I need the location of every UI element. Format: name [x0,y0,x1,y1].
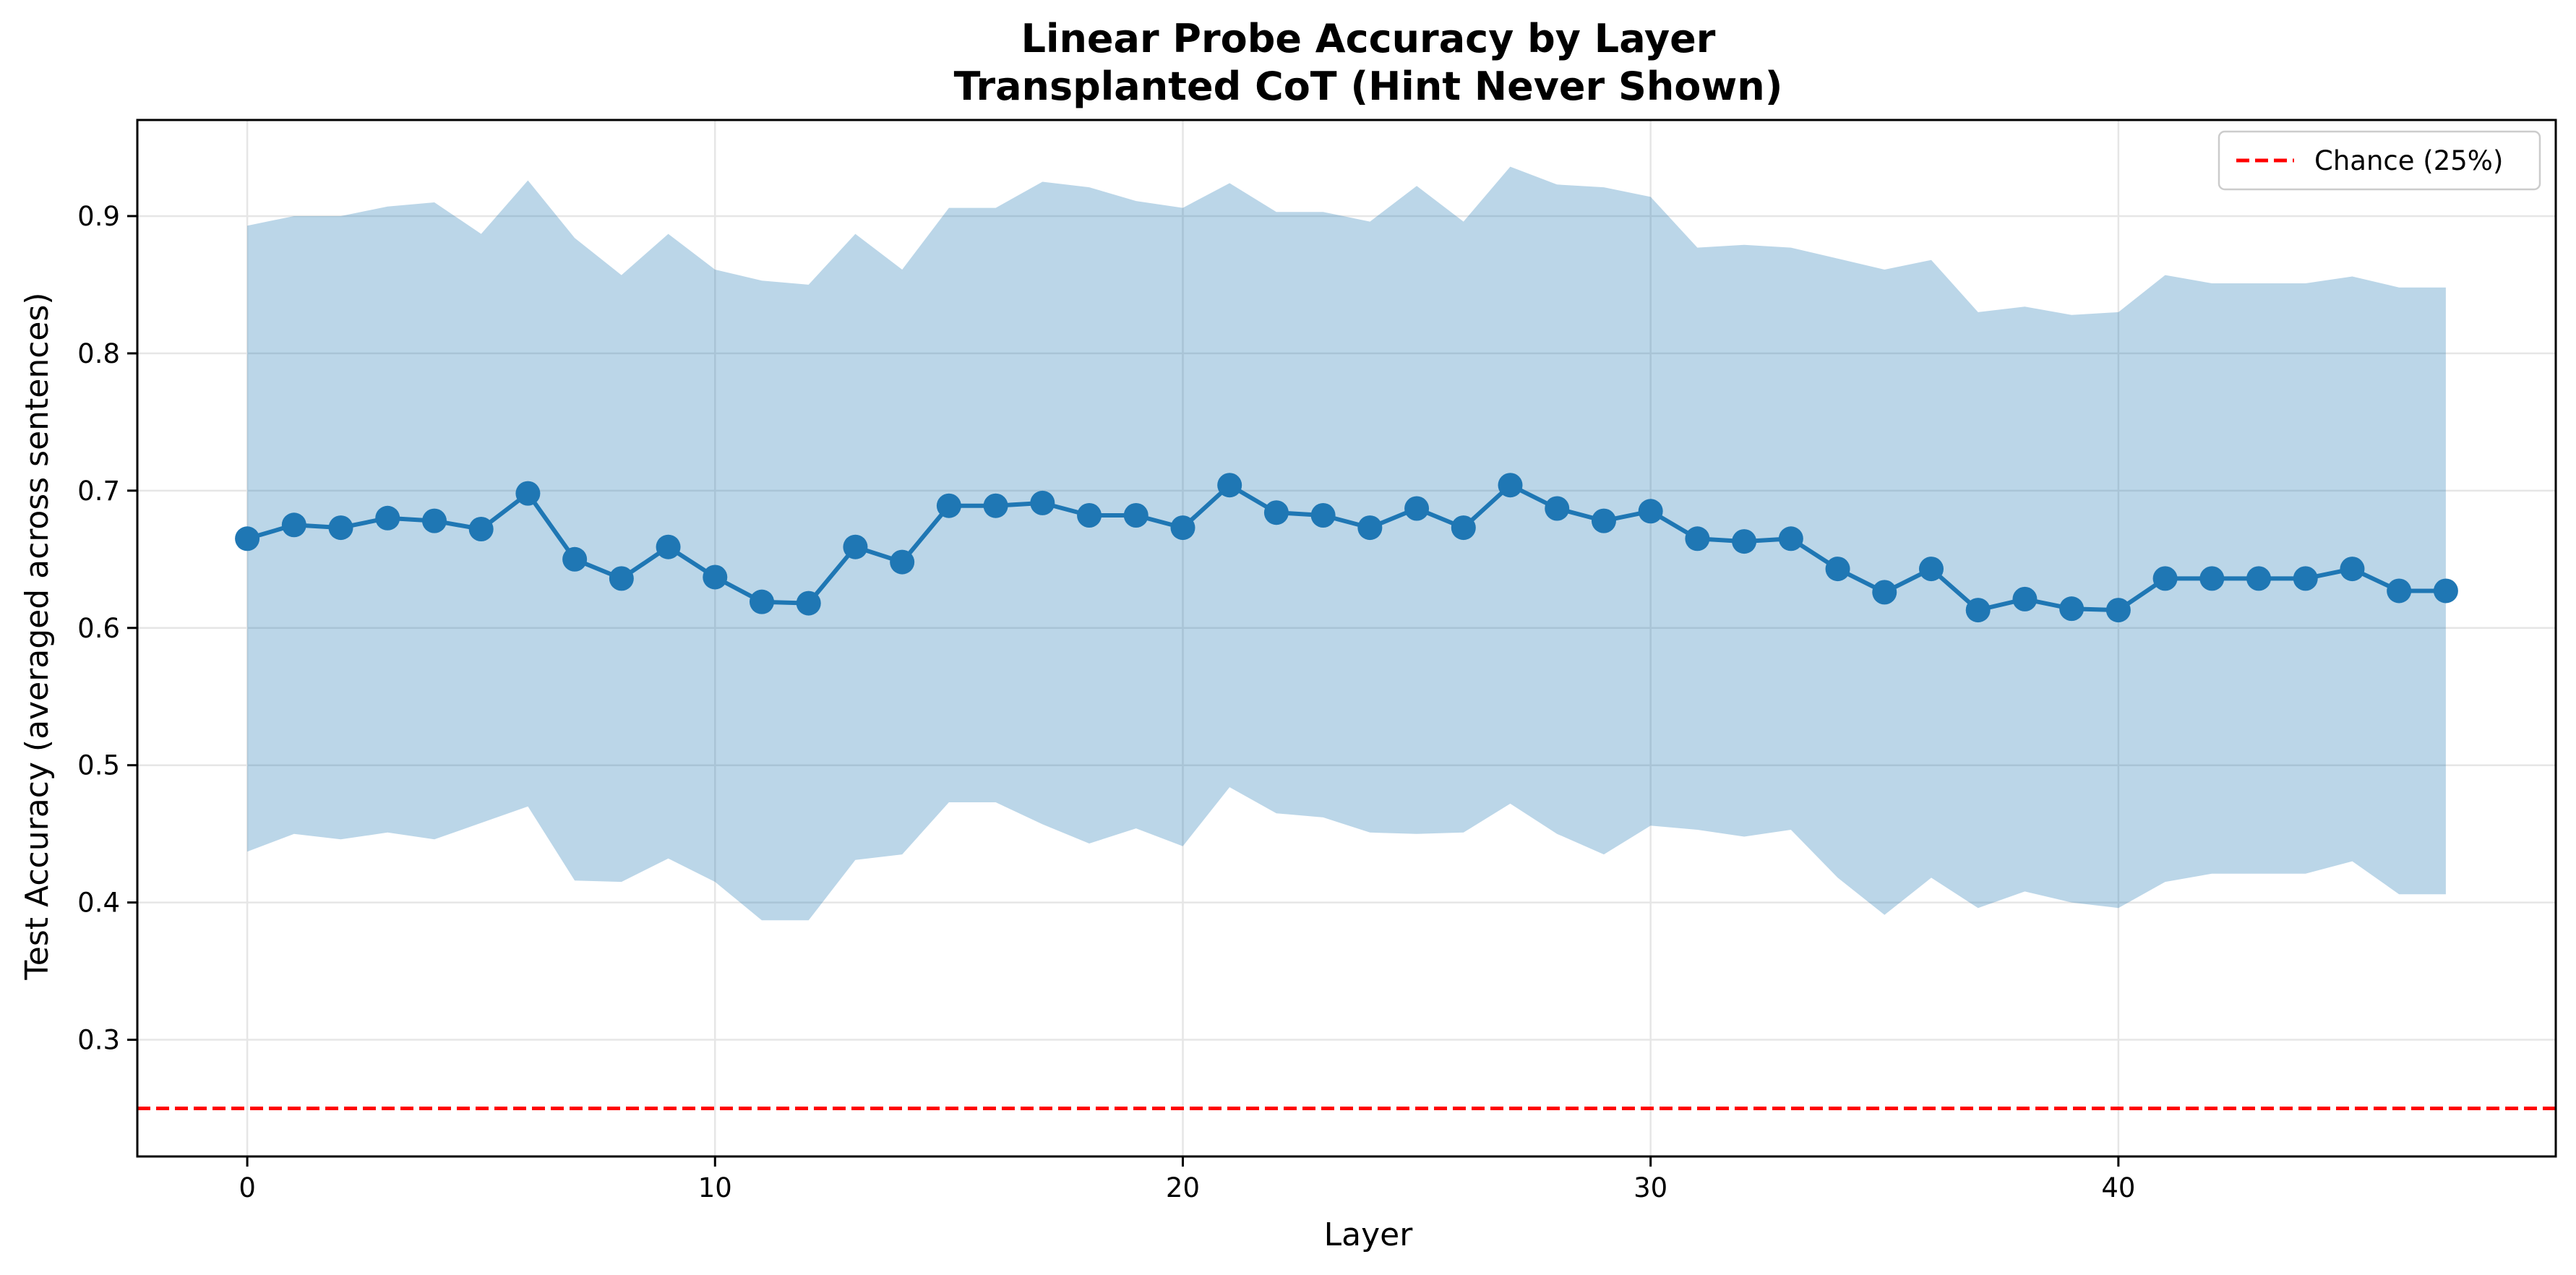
y-tick-label-0.6: 0.6 [77,613,120,644]
x-tick-label-20: 20 [1166,1172,1200,1203]
data-point-layer-15 [936,493,961,518]
data-point-layer-22 [1263,500,1289,525]
data-point-layer-0 [235,526,260,551]
legend-chance-label: Chance (25%) [2314,145,2503,176]
data-point-layer-39 [2059,596,2085,622]
data-point-layer-11 [750,589,775,614]
data-point-layer-3 [375,505,400,531]
plot-area: 0 10 20 30 40 0.3 0.4 0.5 0.6 0.7 0.8 0.9 [77,119,2557,1203]
data-point-layer-40 [2105,598,2131,623]
data-point-layer-35 [1872,580,1897,605]
legend-box [2217,130,2541,191]
y-axis-label: Test Accuracy (averaged across sentences… [19,292,56,980]
data-point-layer-37 [1965,598,1991,623]
data-point-layer-28 [1545,496,1570,521]
x-tick-label-30: 30 [1633,1172,1667,1203]
data-point-layer-44 [2293,566,2318,591]
x-tick-label-40: 40 [2101,1172,2135,1203]
chart-title-line-1: Linear Probe Accuracy by Layer [1021,16,1716,61]
data-point-layer-1 [281,512,306,538]
data-point-layer-47 [2433,578,2458,604]
x-axis-label: Layer [1324,1216,1414,1253]
data-point-layer-17 [1030,490,1055,515]
data-point-layer-10 [703,564,728,590]
confidence-band [247,166,2446,921]
data-point-layer-41 [2152,566,2178,591]
y-tick-label-0.7: 0.7 [77,476,120,507]
data-point-layer-13 [843,534,868,559]
data-point-layer-42 [2199,566,2225,591]
data-point-layer-23 [1310,503,1336,528]
data-point-layer-18 [1077,503,1102,528]
legend: Chance (25%) [2217,130,2541,191]
data-point-layer-32 [1732,529,1757,554]
data-point-layer-33 [1778,526,1803,551]
data-point-layer-21 [1217,473,1242,498]
data-point-layer-31 [1685,526,1710,551]
x-tick-label-10: 10 [698,1172,732,1203]
data-point-layer-8 [609,566,634,591]
plot-frame [136,119,2557,1158]
data-point-layer-29 [1591,508,1616,533]
data-point-layer-24 [1357,515,1383,541]
data-point-layer-34 [1825,557,1850,582]
y-tick-label-0.9: 0.9 [77,201,120,232]
data-point-layer-26 [1451,515,1476,541]
data-point-layer-38 [2012,586,2038,611]
data-point-layer-46 [2387,578,2412,604]
data-point-layer-25 [1404,496,1430,521]
data-point-layer-19 [1123,503,1149,528]
data-point-layer-4 [421,508,447,533]
data-point-layer-12 [796,591,821,616]
data-point-layer-27 [1498,473,1523,498]
data-point-layer-20 [1170,515,1195,541]
data-point-layer-5 [468,517,494,542]
y-tick-label-0.5: 0.5 [77,750,120,781]
data-point-layer-6 [515,481,541,506]
chart-title-line-2: Transplanted CoT (Hint Never Shown) [954,64,1783,109]
data-point-layer-16 [983,493,1008,518]
data-point-layer-14 [890,549,915,575]
x-tick-label-0: 0 [239,1172,256,1203]
data-point-layer-30 [1638,499,1663,524]
data-point-layer-7 [562,546,588,572]
data-point-layer-9 [656,534,681,559]
data-point-layer-36 [1918,557,1944,582]
data-point-layer-2 [328,515,353,541]
y-tick-label-0.4: 0.4 [77,888,120,919]
data-point-layer-45 [2340,557,2365,582]
y-tick-label-0.8: 0.8 [77,338,120,369]
data-point-layer-43 [2246,566,2272,591]
y-tick-label-0.3: 0.3 [77,1025,120,1056]
